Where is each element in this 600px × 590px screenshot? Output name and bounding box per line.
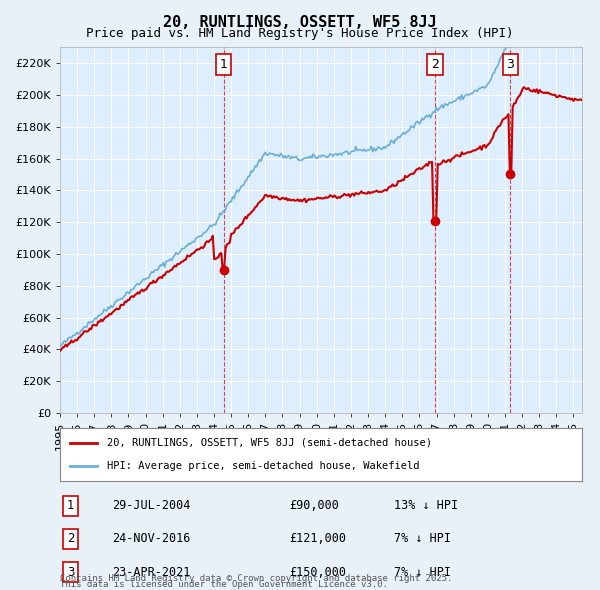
Text: 7% ↓ HPI: 7% ↓ HPI <box>394 566 451 579</box>
Text: 3: 3 <box>67 566 74 579</box>
Text: £90,000: £90,000 <box>290 499 340 512</box>
Text: £121,000: £121,000 <box>290 532 347 546</box>
Text: This data is licensed under the Open Government Licence v3.0.: This data is licensed under the Open Gov… <box>60 581 388 589</box>
Text: 13% ↓ HPI: 13% ↓ HPI <box>394 499 458 512</box>
Text: 1: 1 <box>220 58 228 71</box>
Text: 2: 2 <box>431 58 439 71</box>
Text: Price paid vs. HM Land Registry's House Price Index (HPI): Price paid vs. HM Land Registry's House … <box>86 27 514 40</box>
Text: 23-APR-2021: 23-APR-2021 <box>112 566 191 579</box>
Text: 1: 1 <box>67 499 74 512</box>
Text: 3: 3 <box>506 58 514 71</box>
Text: 29-JUL-2004: 29-JUL-2004 <box>112 499 191 512</box>
Text: 7% ↓ HPI: 7% ↓ HPI <box>394 532 451 546</box>
Text: 20, RUNTLINGS, OSSETT, WF5 8JJ: 20, RUNTLINGS, OSSETT, WF5 8JJ <box>163 15 437 30</box>
Text: Contains HM Land Registry data © Crown copyright and database right 2025.: Contains HM Land Registry data © Crown c… <box>60 574 452 583</box>
Text: 2: 2 <box>67 532 74 546</box>
Text: 24-NOV-2016: 24-NOV-2016 <box>112 532 191 546</box>
Text: HPI: Average price, semi-detached house, Wakefield: HPI: Average price, semi-detached house,… <box>107 461 419 471</box>
Text: 20, RUNTLINGS, OSSETT, WF5 8JJ (semi-detached house): 20, RUNTLINGS, OSSETT, WF5 8JJ (semi-det… <box>107 438 432 448</box>
Text: £150,000: £150,000 <box>290 566 347 579</box>
